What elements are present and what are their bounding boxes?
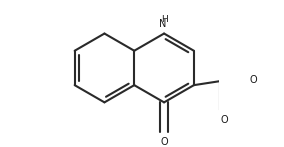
Text: H: H	[161, 15, 168, 24]
Text: O: O	[160, 137, 168, 147]
Text: N: N	[159, 19, 166, 29]
Text: O: O	[249, 75, 257, 85]
Text: O: O	[221, 115, 228, 125]
